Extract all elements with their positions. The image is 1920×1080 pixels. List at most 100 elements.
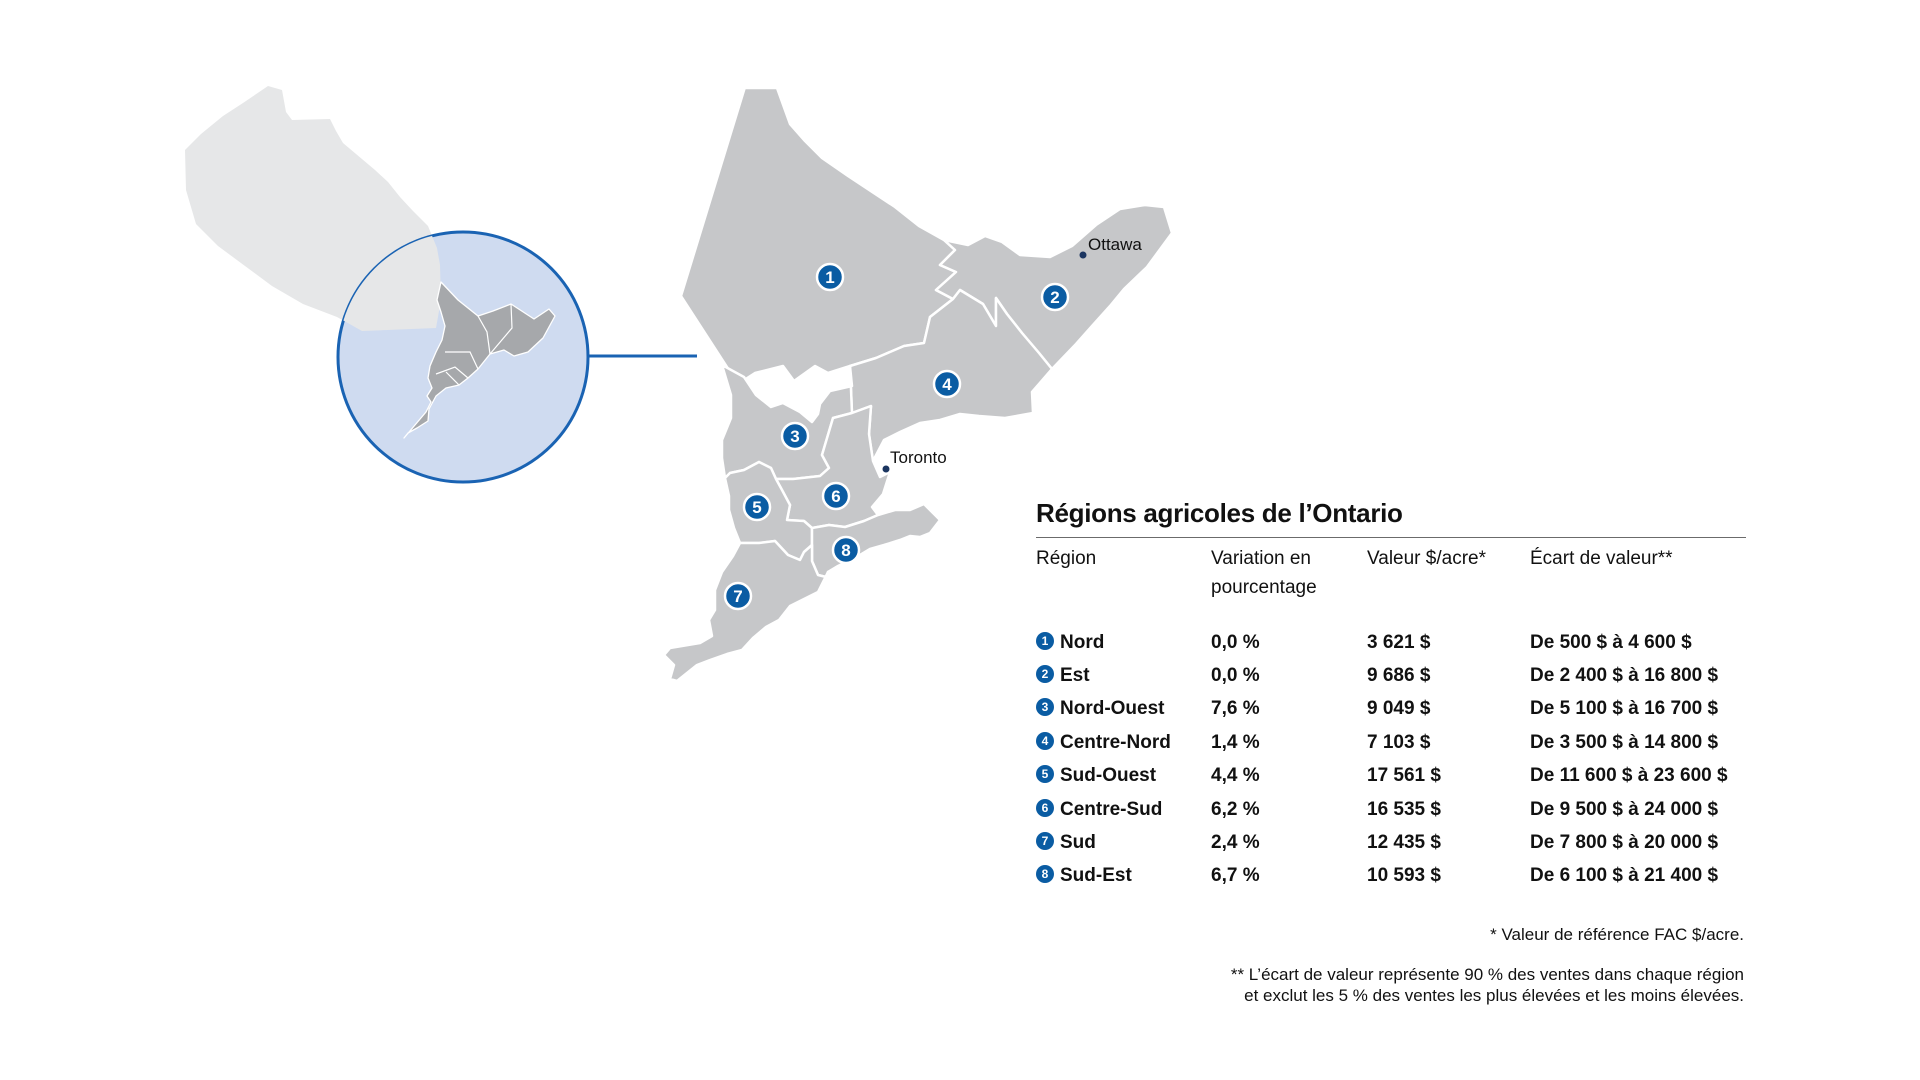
region-badge-5-number: 5 xyxy=(752,498,761,517)
region-badge-1: 1 xyxy=(815,262,845,292)
value-cell: 7 103 $ xyxy=(1367,731,1431,753)
table-body: 1 Nord 0,0 % 3 621 $ De 500 $ à 4 600 $ … xyxy=(1036,626,1746,893)
region-number-badge: 2 xyxy=(1036,665,1054,684)
range-cell: De 6 100 $ à 21 400 $ xyxy=(1530,865,1719,887)
region-badge-2: 2 xyxy=(1040,282,1070,312)
region-name: Centre-Sud xyxy=(1060,798,1163,820)
region-badge-1-circle xyxy=(815,262,845,292)
pct-change-cell: 7,6 % xyxy=(1211,698,1260,720)
region-badge-7-number: 7 xyxy=(733,587,742,606)
region-number-badge: 6 xyxy=(1036,798,1054,817)
region-value-table: Régions agricoles de l’Ontario Région Va… xyxy=(1036,498,1746,893)
region-badge-7: 7 xyxy=(723,581,753,611)
value-cell: 9 049 $ xyxy=(1367,698,1431,720)
region-badge-6-number: 6 xyxy=(831,487,840,506)
region-name: Nord xyxy=(1060,631,1105,653)
range-cell: De 3 500 $ à 14 800 $ xyxy=(1530,731,1719,753)
region-badge-8: 8 xyxy=(831,535,861,565)
region-badge-8-number: 8 xyxy=(841,541,850,560)
range-footnote-line2: et exclut les 5 % des ventes les plus él… xyxy=(1244,986,1744,1005)
region-name: Centre-Nord xyxy=(1060,731,1171,753)
table-row: 2 Est 0,0 % 9 686 $ De 2 400 $ à 16 800 … xyxy=(1036,659,1746,692)
value-cell: 3 621 $ xyxy=(1367,631,1431,653)
pct-change-cell: 6,7 % xyxy=(1211,865,1260,887)
range-cell: De 500 $ à 4 600 $ xyxy=(1530,631,1692,653)
city-toronto: Toronto xyxy=(882,448,947,473)
header-region: Région xyxy=(1036,548,1097,569)
city-ottawa-marker xyxy=(1079,251,1087,259)
region-7-sud[interactable] xyxy=(662,539,830,683)
region-number-badge: 3 xyxy=(1036,698,1054,717)
region-badge-6-circle xyxy=(821,481,851,511)
table-header-row: Région Variation en pourcentage Valeur $… xyxy=(1036,544,1746,626)
city-toronto-label: Toronto xyxy=(890,448,947,467)
region-badge-5: 5 xyxy=(742,492,772,522)
pct-change-cell: 2,4 % xyxy=(1211,832,1260,854)
region-badge-2-number: 2 xyxy=(1050,288,1059,307)
header-pct-change: Variation en pourcentage xyxy=(1211,548,1317,598)
value-footnote: * Valeur de référence FAC $/acre. xyxy=(1490,925,1744,944)
inset-southern-ontario xyxy=(403,281,556,439)
region-cell: 1 Nord xyxy=(1036,631,1211,654)
region-badge-4-number: 4 xyxy=(942,375,952,394)
region-number-badge: 8 xyxy=(1036,865,1054,884)
range-cell: De 9 500 $ à 24 000 $ xyxy=(1530,798,1719,820)
region-number-badge: 1 xyxy=(1036,631,1054,650)
table-title: Régions agricoles de l’Ontario xyxy=(1036,498,1746,538)
region-name: Nord-Ouest xyxy=(1060,698,1165,720)
region-number-badge: 5 xyxy=(1036,765,1054,784)
table-row: 4 Centre-Nord 1,4 % 7 103 $ De 3 500 $ à… xyxy=(1036,726,1746,759)
range-footnote: ** L’écart de valeur représente 90 % des… xyxy=(1231,964,1744,1006)
table-row: 6 Centre-Sud 6,2 % 16 535 $ De 9 500 $ à… xyxy=(1036,793,1746,826)
region-badge-4: 4 xyxy=(932,369,962,399)
pct-change-cell: 1,4 % xyxy=(1211,731,1260,753)
region-number-badge: 7 xyxy=(1036,832,1054,851)
table-row: 5 Sud-Ouest 4,4 % 17 561 $ De 11 600 $ à… xyxy=(1036,760,1746,793)
table-row: 8 Sud-Est 6,7 % 10 593 $ De 6 100 $ à 21… xyxy=(1036,860,1746,893)
table-row: 3 Nord-Ouest 7,6 % 9 049 $ De 5 100 $ à … xyxy=(1036,693,1746,726)
value-cell: 17 561 $ xyxy=(1367,765,1441,787)
range-cell: De 2 400 $ à 16 800 $ xyxy=(1530,665,1719,687)
city-ottawa-label: Ottawa xyxy=(1088,235,1142,254)
range-cell: De 5 100 $ à 16 700 $ xyxy=(1530,698,1719,720)
region-number-badge: 4 xyxy=(1036,731,1054,750)
header-value-range: Écart de valeur** xyxy=(1530,548,1673,569)
region-cell: 7 Sud xyxy=(1036,832,1211,854)
value-cell: 16 535 $ xyxy=(1367,798,1441,820)
region-cell: 3 Nord-Ouest xyxy=(1036,698,1211,720)
region-name: Sud xyxy=(1060,832,1096,854)
table-row: 1 Nord 0,0 % 3 621 $ De 500 $ à 4 600 $ xyxy=(1036,626,1746,659)
region-cell: 6 Centre-Sud xyxy=(1036,798,1211,821)
region-name: Sud-Ouest xyxy=(1060,765,1157,787)
header-value-per-acre: Valeur $/acre* xyxy=(1367,548,1486,569)
city-toronto-marker xyxy=(882,465,890,473)
table-row: 7 Sud 2,4 % 12 435 $ De 7 800 $ à 20 000… xyxy=(1036,826,1746,859)
region-cell: 5 Sud-Ouest xyxy=(1036,765,1211,787)
pct-change-cell: 4,4 % xyxy=(1211,765,1260,787)
pct-change-cell: 6,2 % xyxy=(1211,798,1260,820)
region-badge-7-circle xyxy=(723,581,753,611)
region-cell: 2 Est xyxy=(1036,665,1211,687)
region-cell: 4 Centre-Nord xyxy=(1036,731,1211,754)
pct-change-cell: 0,0 % xyxy=(1211,631,1260,653)
region-name: Sud-Est xyxy=(1060,865,1132,887)
region-badge-6: 6 xyxy=(821,481,851,511)
region-badge-3-circle xyxy=(780,421,810,451)
region-badge-2-circle xyxy=(1040,282,1070,312)
range-cell: De 11 600 $ à 23 600 $ xyxy=(1530,765,1728,787)
region-badge-1-number: 1 xyxy=(825,268,834,287)
region-badge-3: 3 xyxy=(780,421,810,451)
value-cell: 9 686 $ xyxy=(1367,665,1431,687)
region-badge-4-circle xyxy=(932,369,962,399)
region-name: Est xyxy=(1060,665,1090,687)
range-footnote-line1: ** L’écart de valeur représente 90 % des… xyxy=(1230,965,1744,984)
region-badge-5-circle xyxy=(742,492,772,522)
region-cell: 8 Sud-Est xyxy=(1036,865,1211,887)
value-cell: 10 593 $ xyxy=(1367,865,1441,887)
region-badge-8-circle xyxy=(831,535,861,565)
value-cell: 12 435 $ xyxy=(1367,832,1441,854)
pct-change-cell: 0,0 % xyxy=(1211,665,1260,687)
inset-province xyxy=(338,232,556,439)
region-1-nord[interactable] xyxy=(679,85,958,386)
